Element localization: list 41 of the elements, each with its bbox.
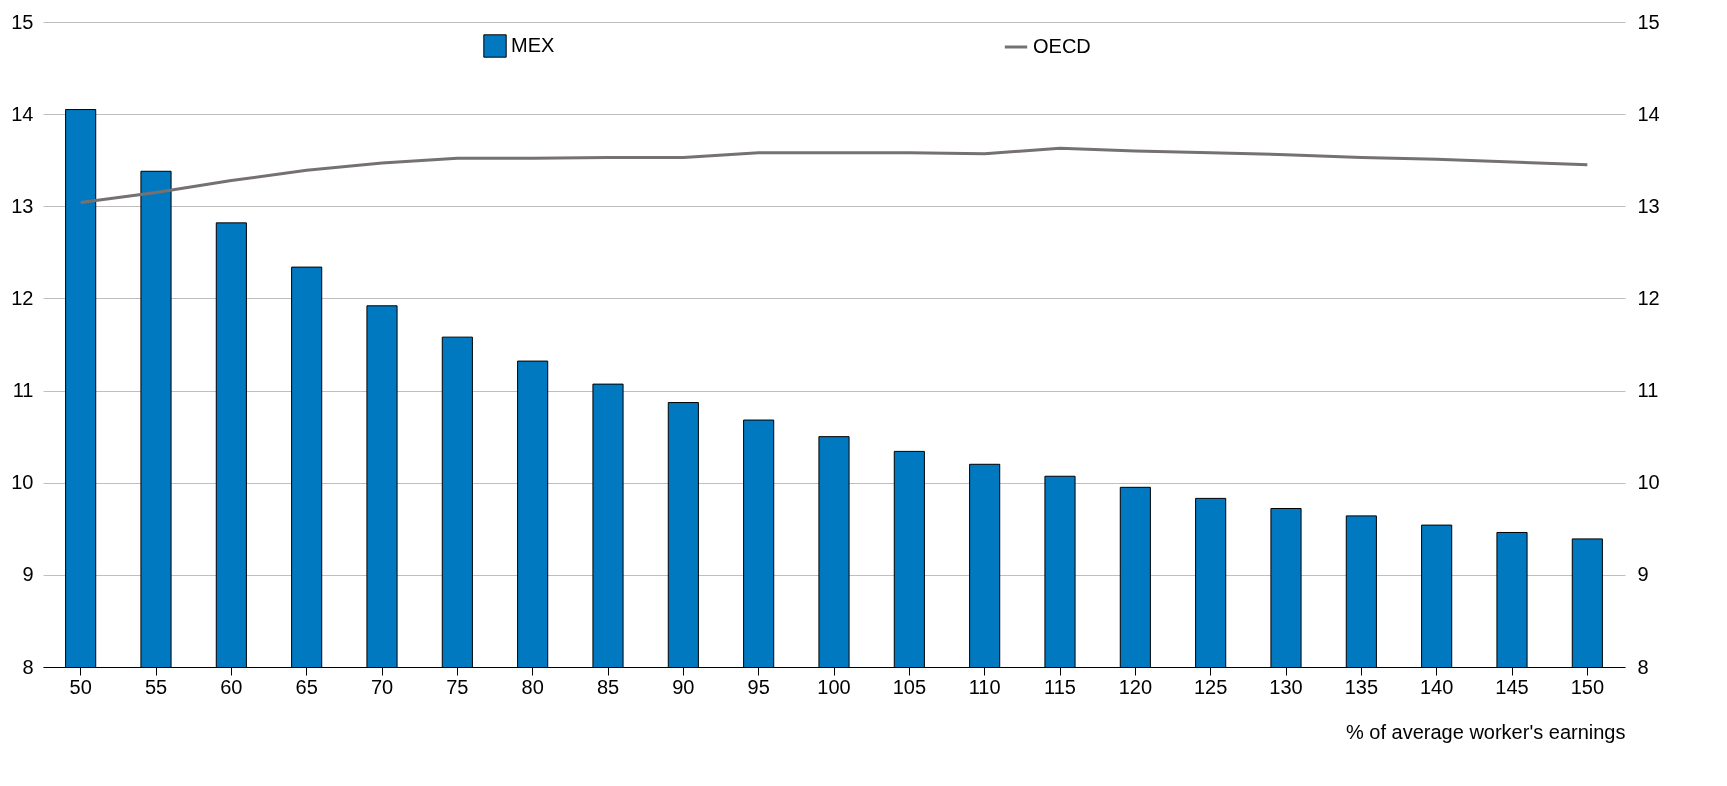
x-tick-label: 130 xyxy=(1269,675,1303,698)
line-series xyxy=(79,146,1589,205)
y-tick-label: 12 xyxy=(11,286,34,309)
x-tick-label: 85 xyxy=(596,675,620,698)
y2-tick-label: 10 xyxy=(1637,471,1660,494)
x-tick-label: 60 xyxy=(220,675,243,698)
x-tick-label: 125 xyxy=(1193,675,1228,698)
y2-tick-label: 12 xyxy=(1637,286,1660,309)
y-tick-label: 13 xyxy=(11,194,34,217)
x-tick-label: 70 xyxy=(370,675,394,698)
legend-label: OECD xyxy=(1033,35,1091,57)
x-tick-label: 150 xyxy=(1570,675,1605,698)
x-tick-label: 65 xyxy=(295,675,318,698)
y-tick-label: 10 xyxy=(11,471,34,494)
x-tick-label: 105 xyxy=(892,675,927,698)
x-axis-title: % of average worker's earnings xyxy=(1345,720,1626,743)
x-tick-label: 55 xyxy=(144,675,168,698)
x-tick-label: 100 xyxy=(817,675,851,698)
x-tick-label: 50 xyxy=(69,675,92,698)
y2-tick-label: 13 xyxy=(1637,194,1660,217)
y2-tick-label: 15 xyxy=(1637,10,1660,33)
y-tick-label: 8 xyxy=(22,655,34,678)
y2-tick-label: 8 xyxy=(1637,655,1649,678)
y-tick-label: 15 xyxy=(11,10,34,33)
x-tick-label: 140 xyxy=(1419,675,1454,698)
x-tick-label: 145 xyxy=(1495,675,1529,698)
legend-label: MEX xyxy=(511,34,555,56)
y-tick-label: 14 xyxy=(11,102,34,125)
x-tick-label: 120 xyxy=(1118,675,1153,698)
y-tick-label: 9 xyxy=(22,563,34,586)
x-tick-label: 80 xyxy=(521,675,544,698)
x-tick-label: 115 xyxy=(1044,675,1076,698)
x-tick-label: 95 xyxy=(747,675,770,698)
y-tick-label: 11 xyxy=(12,379,34,402)
y2-tick-label: 9 xyxy=(1637,563,1649,586)
x-tick-label: 75 xyxy=(446,675,469,698)
y2-tick-label: 11 xyxy=(1637,379,1659,402)
x-tick-label: 110 xyxy=(968,675,1001,698)
x-tick-label: 135 xyxy=(1344,675,1379,698)
y2-tick-label: 14 xyxy=(1637,102,1660,125)
x-tick-label: 90 xyxy=(672,675,695,698)
